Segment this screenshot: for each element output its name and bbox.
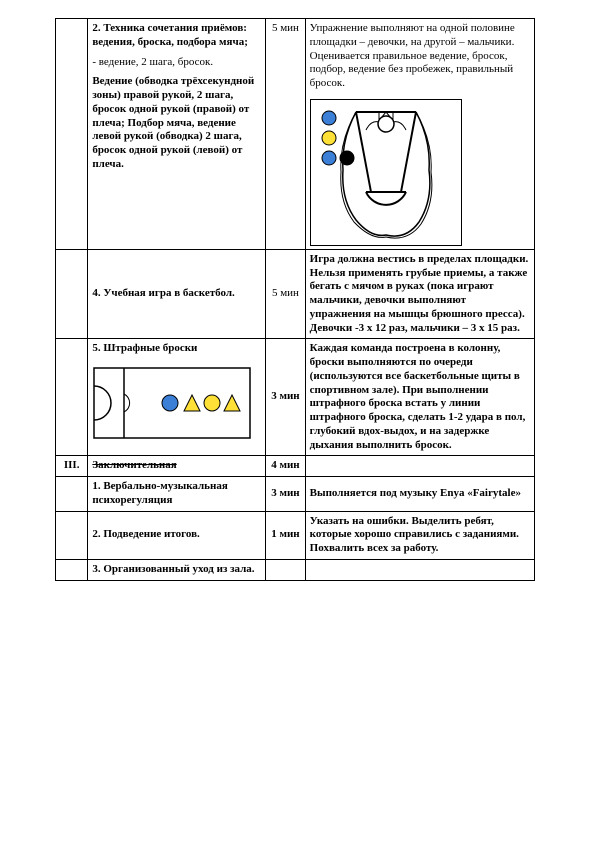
desc-title: 2. Техника сочетания приёмов: ведения, б… xyxy=(92,22,261,50)
note-cell: Выполняется под музыку Enya «Fairytale» xyxy=(305,477,534,512)
time-cell: 3 мин xyxy=(266,339,305,456)
description-cell: 4. Учебная игра в баскетбол. xyxy=(88,249,266,339)
note-cell: Игра должна вестись в пределах площадки.… xyxy=(305,249,534,339)
time-cell: 5 мин xyxy=(266,19,305,250)
row-number-cell xyxy=(56,19,88,250)
time-cell: 3 мин xyxy=(266,477,305,512)
note-cell: Указать на ошибки. Выделить ребят, котор… xyxy=(305,511,534,559)
table-row: 2. Подведение итогов. 1 мин Указать на о… xyxy=(56,511,535,559)
table-row: 1. Вербально-музыкальная психорегуляция … xyxy=(56,477,535,512)
desc-title: 5. Штрафные броски xyxy=(92,342,261,356)
row-number-cell xyxy=(56,559,88,580)
document-page: 2. Техника сочетания приёмов: ведения, б… xyxy=(0,18,595,581)
description-cell: 2. Подведение итогов. xyxy=(88,511,266,559)
court-diagram-1 xyxy=(310,99,462,246)
desc-para: Ведение (обводка трёхсекундной зоны) пра… xyxy=(92,75,261,171)
description-cell: 1. Вербально-музыкальная психорегуляция xyxy=(88,477,266,512)
section-number: III. xyxy=(56,456,88,477)
time-cell: 1 мин xyxy=(266,511,305,559)
desc-sub: - ведение, 2 шага, бросок. xyxy=(92,56,261,70)
row-number-cell xyxy=(56,477,88,512)
table-row: 4. Учебная игра в баскетбол. 5 мин Игра … xyxy=(56,249,535,339)
free-throw-diagram xyxy=(92,366,252,440)
section-note xyxy=(305,456,534,477)
table-row: 5. Штрафные броски 3 мин Каждая команда … xyxy=(56,339,535,456)
note-cell xyxy=(305,559,534,580)
section-header-row: III. Заключительная 4 мин xyxy=(56,456,535,477)
row-number-cell xyxy=(56,249,88,339)
description-cell: 5. Штрафные броски xyxy=(88,339,266,456)
note-text: Упражнение выполняют на одной половине п… xyxy=(310,22,530,91)
description-cell: 3. Организованный уход из зала. xyxy=(88,559,266,580)
lesson-table: 2. Техника сочетания приёмов: ведения, б… xyxy=(55,18,535,581)
table-row: 3. Организованный уход из зала. xyxy=(56,559,535,580)
section-time: 4 мин xyxy=(266,456,305,477)
time-cell xyxy=(266,559,305,580)
row-number-cell xyxy=(56,511,88,559)
note-cell: Каждая команда построена в колонну, брос… xyxy=(305,339,534,456)
time-cell: 5 мин xyxy=(266,249,305,339)
note-cell: Упражнение выполняют на одной половине п… xyxy=(305,19,534,250)
section-label: Заключительная xyxy=(88,456,266,477)
description-cell: 2. Техника сочетания приёмов: ведения, б… xyxy=(88,19,266,250)
table-row: 2. Техника сочетания приёмов: ведения, б… xyxy=(56,19,535,250)
row-number-cell xyxy=(56,339,88,456)
